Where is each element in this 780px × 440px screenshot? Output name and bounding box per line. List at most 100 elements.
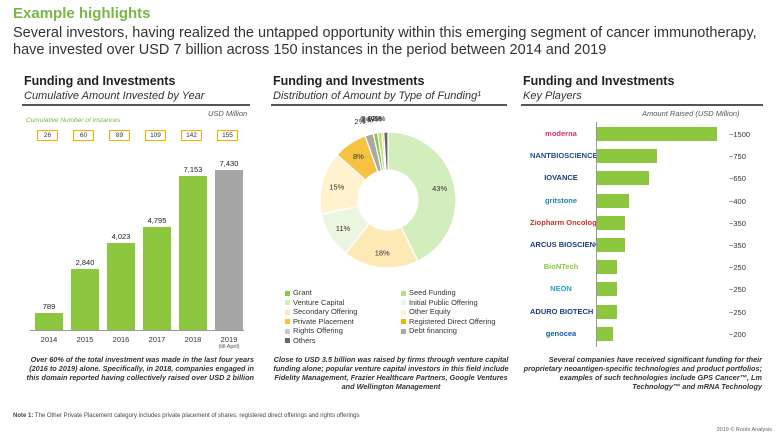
instances-box: 60 [73, 130, 94, 141]
key-player-bar [597, 260, 617, 275]
key-player-value: ~650 [729, 174, 746, 184]
pie-slice-label: 0.47% [360, 114, 382, 123]
bar-value-label: 4,023 [111, 232, 131, 242]
legend-swatch [285, 309, 290, 315]
instances-box: 109 [145, 130, 166, 141]
company-logo-biontech: BioNTech [543, 262, 579, 272]
legend-swatch [401, 319, 406, 325]
pie-slice-label: 18% [375, 249, 390, 258]
panel3-subheading: Key Players [523, 90, 582, 102]
footnote: Note 1: The Other Private Placement cate… [13, 413, 360, 419]
legend-swatch [401, 300, 406, 306]
legend-item: Rights Offering [285, 326, 343, 335]
legend-item: Seed Funding [401, 288, 456, 297]
panel3-note: Several companies have received signific… [523, 355, 762, 391]
instances-box: 26 [37, 130, 58, 141]
instances-box: 89 [109, 130, 130, 141]
footnote-prefix: Note 1: [13, 413, 34, 419]
page-title: Example highlights [13, 5, 151, 22]
x-axis-line [30, 330, 244, 331]
company-logo-moderna: moderna [545, 129, 577, 138]
legend-item: Grant [285, 288, 312, 297]
panel3-unit: Amount Raised (USD Million) [642, 109, 740, 118]
pie-slice-label: 1% [367, 115, 378, 124]
legend-swatch [285, 328, 290, 334]
pie-slice [387, 131, 457, 262]
legend-swatch [285, 290, 290, 296]
legend-item: Others [285, 336, 316, 345]
pie-slice-label: 43% [432, 184, 447, 193]
panel1-unit: USD Million [208, 109, 248, 118]
x-tick-label: 2019 [220, 335, 238, 344]
key-player-value: ~200 [729, 329, 746, 339]
footnote-text: The Other Private Placement category inc… [34, 413, 360, 419]
cumulative-bar [35, 313, 63, 330]
company-logo-arcus-biosciences: ARCUS BIOSCIENCES [530, 240, 611, 249]
key-player-value: ~250 [729, 307, 746, 317]
legend-swatch [285, 300, 290, 306]
legend-swatch [401, 290, 406, 296]
key-player-bar [597, 326, 613, 341]
legend-item: Debt financing [401, 326, 457, 335]
credit: 2019 © Roots Analysis [716, 427, 772, 433]
pie-slice-label: 0.02% [362, 114, 384, 123]
legend-swatch [285, 319, 290, 325]
legend-item: Registered Direct Offering [401, 317, 496, 326]
legend-label: Registered Direct Offering [409, 316, 496, 326]
cumulative-bar [107, 243, 135, 330]
key-player-bar [597, 127, 717, 141]
panel1-note: Over 60% of the total investment was mad… [26, 355, 254, 382]
pie-slice-label: 1% [375, 114, 386, 123]
cumulative-bar [179, 175, 207, 330]
pie-slice-label: 15% [329, 182, 344, 191]
x-tick-label: 2017 [148, 335, 166, 344]
key-player-bar [597, 193, 629, 208]
legend-item: Secondary Offering [285, 307, 357, 316]
pie-slice-label: 8% [353, 152, 364, 161]
key-player-bar [597, 171, 649, 186]
company-logo-aduro-biotech: ADURO BIOTECH [530, 306, 594, 316]
legend-label: Debt financing [409, 326, 457, 335]
panel1-rule [22, 104, 250, 106]
company-logo-nantbioscience: NANTBIOSCIENCE [530, 151, 598, 161]
legend-label: Secondary Offering [293, 307, 358, 316]
bar-value-label: 7,430 [219, 159, 239, 168]
instances-box: 155 [217, 130, 238, 141]
pie-slice-label: 1% [362, 115, 373, 124]
key-player-value: ~1500 [729, 130, 751, 139]
key-player-bar [597, 304, 617, 319]
legend-swatch [401, 328, 406, 334]
cumulative-bar [71, 268, 99, 330]
panel2-note: Close to USD 3.5 billion was raised by f… [273, 355, 509, 391]
pie-slice [383, 131, 389, 171]
key-player-bar [597, 215, 625, 230]
x-tick-label: 2018 [184, 335, 202, 344]
legend-label: Seed Funding [409, 288, 456, 297]
key-player-bar [597, 238, 625, 252]
panel2-rule [271, 104, 507, 106]
legend-label: Grant [293, 288, 312, 297]
x-tick-label: 2014 [40, 335, 58, 344]
key-player-value: ~350 [729, 218, 746, 228]
funding-type-pie-chart: 43%18%11%15%8%2%1%1%0.47%0.02%1% [319, 114, 457, 269]
company-logo-genocea: genocea [545, 328, 577, 338]
instances-box: 142 [181, 130, 202, 141]
legend-item: Other Equity [401, 307, 451, 316]
legend-item: Venture Capital [285, 298, 344, 307]
legend-label: Initial Public Offering [409, 297, 478, 307]
panel1-heading: Funding and Investments [24, 74, 176, 88]
company-logo-neon: NEON [550, 284, 572, 294]
legend-label: Others [293, 335, 316, 345]
legend-swatch [401, 309, 406, 315]
pie-slice-label: 11% [336, 224, 351, 233]
panel2-subheading: Distribution of Amount by Type of Fundin… [273, 90, 481, 102]
key-player-value: ~750 [729, 152, 746, 162]
pie-slice-label: 2% [354, 117, 365, 126]
legend-label: Rights Offering [293, 326, 343, 335]
key-player-bar [597, 149, 657, 164]
key-player-value: ~250 [729, 285, 746, 295]
x-tick-sublabel: (till April) [218, 344, 240, 350]
panel1-subheading: Cumulative Amount Invested by Year [24, 90, 205, 102]
legend-swatch [285, 338, 290, 344]
panel3-rule [521, 104, 763, 106]
